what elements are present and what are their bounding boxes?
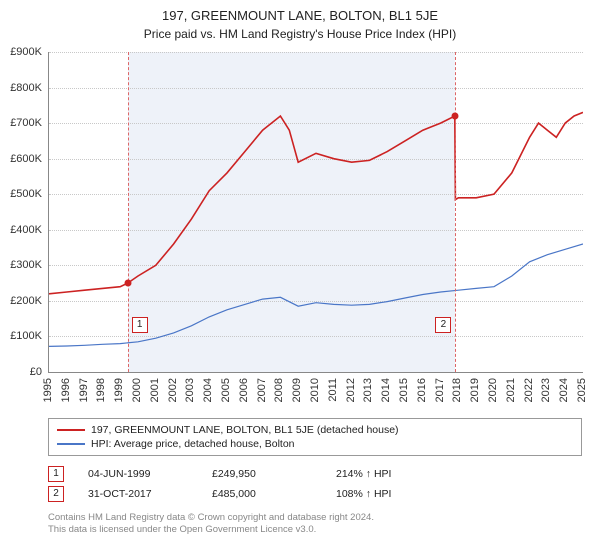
x-tick-label: 2004 [202,378,214,402]
x-tick-label: 2025 [576,378,588,402]
x-tick-label: 2016 [416,378,428,402]
sale-date: 04-JUN-1999 [88,468,188,480]
x-tick-label: 2014 [380,378,392,402]
x-tick-label: 1998 [95,378,107,402]
legend-row: 197, GREENMOUNT LANE, BOLTON, BL1 5JE (d… [57,423,573,437]
legend-label: 197, GREENMOUNT LANE, BOLTON, BL1 5JE (d… [91,424,399,436]
y-tick-label: £700K [0,117,42,129]
sale-hpi: 214% ↑ HPI [336,468,436,480]
series-legend: 197, GREENMOUNT LANE, BOLTON, BL1 5JE (d… [48,418,582,456]
x-tick-label: 2024 [558,378,570,402]
sale-vline [128,52,129,372]
y-tick-label: £0 [0,366,42,378]
y-tick-label: £800K [0,82,42,94]
sale-price: £485,000 [212,488,312,500]
x-tick-label: 1997 [78,378,90,402]
footer-line1: Contains HM Land Registry data © Crown c… [48,512,582,524]
x-tick-label: 2018 [451,378,463,402]
sale-marker-icon: 1 [48,466,64,482]
y-tick-label: £400K [0,224,42,236]
sale-row: 2 31-OCT-2017 £485,000 108% ↑ HPI [48,484,582,504]
y-tick-label: £100K [0,330,42,342]
chart-subtitle: Price paid vs. HM Land Registry's House … [0,23,600,47]
x-tick-label: 2017 [434,378,446,402]
x-tick-label: 2005 [220,378,232,402]
x-tick-label: 2006 [238,378,250,402]
x-tick-label: 2019 [469,378,481,402]
legend-label: HPI: Average price, detached house, Bolt… [91,438,295,450]
y-tick-label: £600K [0,153,42,165]
plot: 12 [48,52,583,373]
sale-marker-box: 1 [132,317,148,333]
y-tick-label: £500K [0,188,42,200]
sale-date: 31-OCT-2017 [88,488,188,500]
legend: 197, GREENMOUNT LANE, BOLTON, BL1 5JE (d… [48,418,582,537]
sale-dot [452,113,459,120]
x-tick-label: 2020 [487,378,499,402]
sale-marker-icon: 2 [48,486,64,502]
x-tick-label: 2012 [345,378,357,402]
x-tick-label: 2021 [505,378,517,402]
legend-swatch [57,443,85,445]
series-hpi [49,244,583,346]
x-tick-label: 2001 [149,378,161,402]
legend-swatch [57,429,85,431]
footer: Contains HM Land Registry data © Crown c… [48,512,582,537]
x-tick-label: 2023 [540,378,552,402]
x-tick-label: 2000 [131,378,143,402]
footer-line2: This data is licensed under the Open Gov… [48,524,582,536]
x-tick-label: 1995 [42,378,54,402]
x-tick-label: 1999 [113,378,125,402]
x-tick-label: 2008 [273,378,285,402]
sale-hpi: 108% ↑ HPI [336,488,436,500]
sale-vline [455,52,456,372]
x-tick-label: 1996 [60,378,72,402]
chart-area: 12 £0£100K£200K£300K£400K£500K£600K£700K… [48,52,582,372]
x-tick-label: 2007 [256,378,268,402]
line-svg [49,52,583,372]
legend-row: HPI: Average price, detached house, Bolt… [57,437,573,451]
y-tick-label: £200K [0,295,42,307]
x-tick-label: 2013 [362,378,374,402]
x-tick-label: 2002 [167,378,179,402]
x-tick-label: 2015 [398,378,410,402]
sale-price: £249,950 [212,468,312,480]
sale-dot [124,280,131,287]
sale-row: 1 04-JUN-1999 £249,950 214% ↑ HPI [48,464,582,484]
x-tick-label: 2009 [291,378,303,402]
y-tick-label: £300K [0,259,42,271]
x-tick-label: 2011 [327,378,339,402]
chart-title: 197, GREENMOUNT LANE, BOLTON, BL1 5JE [0,0,600,23]
y-tick-label: £900K [0,46,42,58]
x-tick-label: 2022 [523,378,535,402]
x-tick-label: 2003 [184,378,196,402]
x-tick-label: 2010 [309,378,321,402]
sale-marker-box: 2 [435,317,451,333]
series-property [49,112,583,293]
